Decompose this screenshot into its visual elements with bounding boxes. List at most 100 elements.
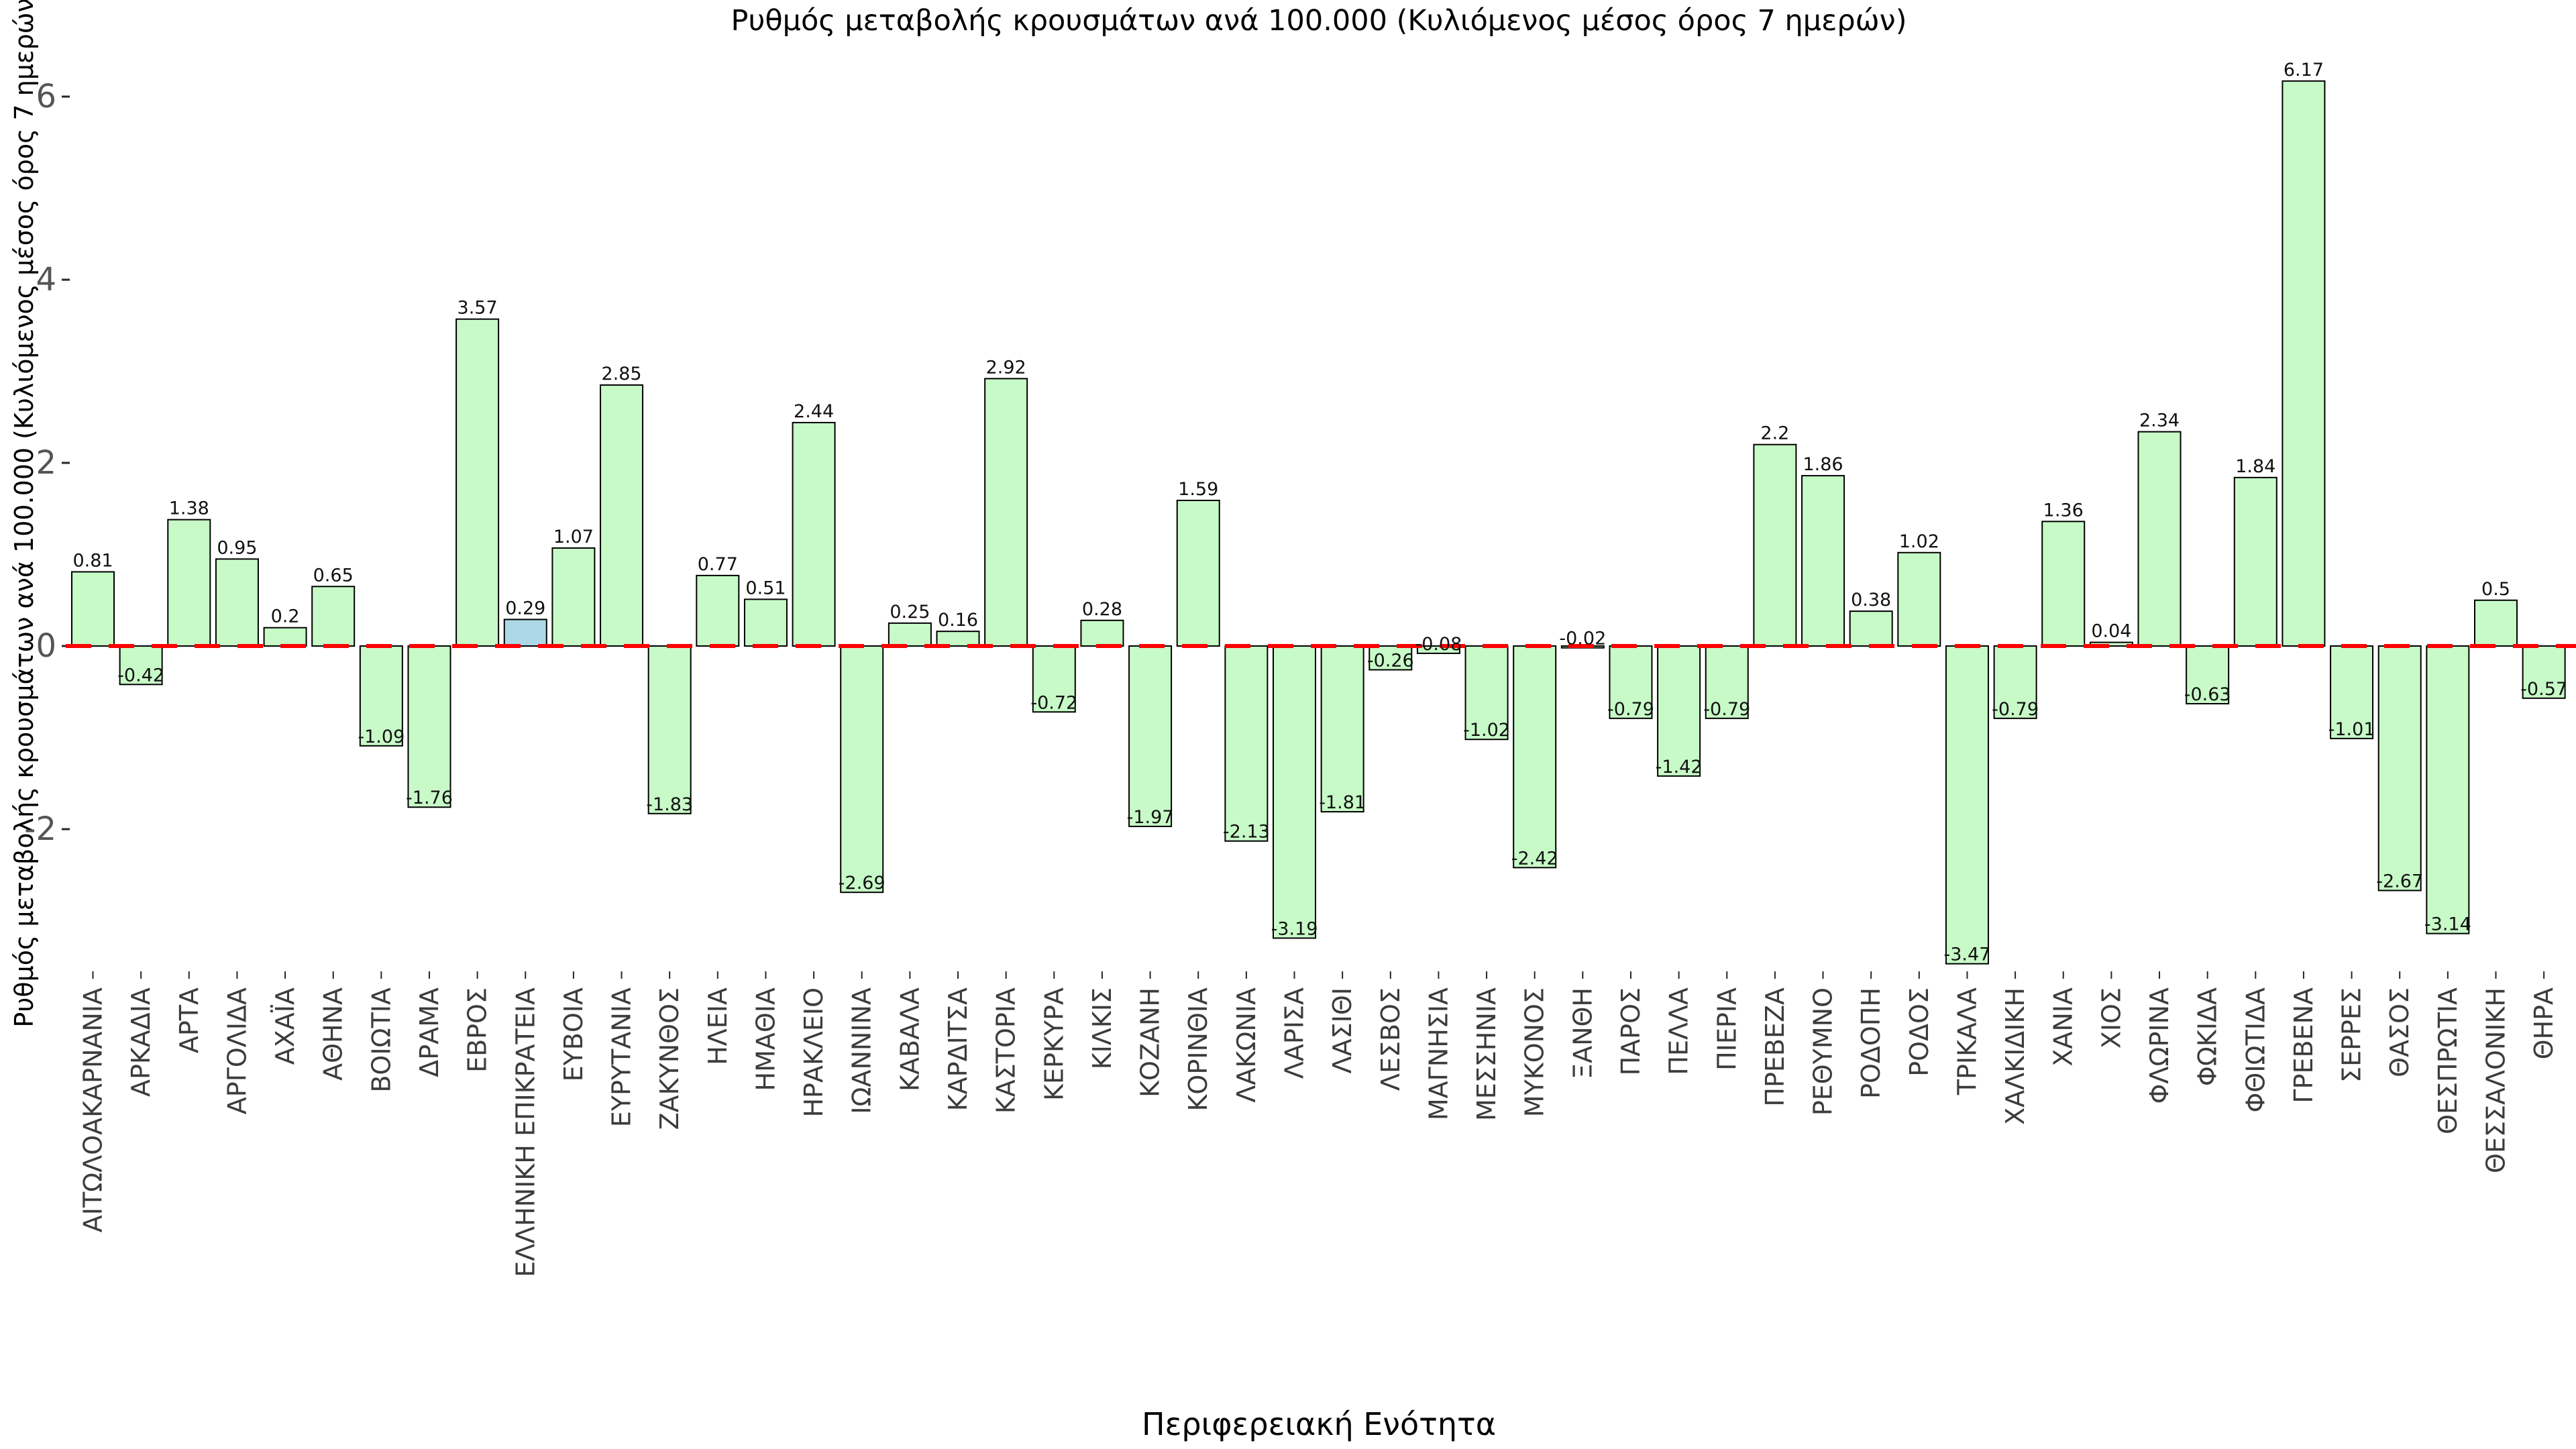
bar-value-label: -1.01 — [2328, 719, 2375, 740]
bar-value-label: -0.79 — [1992, 699, 2039, 720]
category-tick-label: ΘΑΣΟΣ — [2385, 987, 2414, 1077]
category-tick-label: ΕΥΒΟΙΑ — [559, 987, 588, 1081]
category-tick-label: ΒΟΙΩΤΙΑ — [366, 987, 396, 1093]
category-tick-label: ΧΙΟΣ — [2096, 987, 2126, 1049]
category-tick-label: ΚΑΡΔΙΤΣΑ — [943, 987, 973, 1111]
category-tick-label: ΔΡΑΜΑ — [415, 987, 444, 1077]
bar — [1945, 645, 1989, 965]
bar-value-label: 1.02 — [1899, 531, 1939, 552]
bar-value-label: -3.47 — [1944, 945, 1991, 965]
chart-title: Ρυθμός μεταβολής κρουσμάτων ανά 100.000 … — [731, 4, 1907, 38]
bar-value-label: -0.42 — [117, 665, 164, 686]
category-tick-label: ΧΑΝΙΑ — [2049, 987, 2078, 1067]
category-tick-label: ΗΡΑΚΛΕΙΟ — [799, 987, 828, 1118]
bar — [1320, 645, 1364, 813]
bar — [2474, 599, 2518, 647]
bar-value-label: -0.72 — [1030, 692, 1077, 713]
bar-value-label: 0.29 — [505, 598, 545, 619]
category-tick-label: ΠΡΕΒΕΖΑ — [1760, 987, 1790, 1107]
category-tick-label: ΑΧΑΪΑ — [270, 987, 300, 1065]
category-tick-label: ΠΕΛΛΑ — [1664, 987, 1694, 1075]
category-tick-label: ΠΑΡΟΣ — [1616, 987, 1646, 1075]
y-tick-label: 2 — [36, 444, 56, 482]
bar-value-label: 0.5 — [2481, 579, 2510, 600]
bar — [2137, 431, 2182, 647]
bar-value-label: 2.44 — [794, 401, 834, 422]
bar — [1128, 645, 1173, 827]
category-tick-label: ΚΙΛΚΙΣ — [1087, 987, 1117, 1069]
bar-value-label: -1.42 — [1656, 757, 1703, 777]
category-tick-label: ΑΡΤΑ — [174, 987, 204, 1053]
category-tick-label: ΘΕΣΣΑΛΟΝΙΚΗ — [2481, 987, 2511, 1173]
bar-value-label: -0.63 — [2184, 684, 2231, 705]
bar-value-label: -3.14 — [2424, 914, 2471, 935]
bar-value-label: 0.81 — [72, 550, 113, 571]
bar — [2041, 521, 2086, 647]
category-tick-label: ΕΛΛΗΝΙΚΗ ΕΠΙΚΡΑΤΕΙΑ — [511, 987, 540, 1277]
bar-value-label: -1.97 — [1127, 807, 1174, 828]
bar-value-label: -0.57 — [2520, 679, 2567, 700]
bar-value-label: -2.67 — [2376, 871, 2423, 892]
category-tick-label: ΤΡΙΚΑΛΑ — [1952, 987, 1982, 1095]
category-tick-label: ΡΕΘΥΜΝΟ — [1809, 987, 1838, 1116]
category-tick-label: ΚΕΡΚΥΡΑ — [1039, 987, 1069, 1101]
bar-value-label: -0.26 — [1367, 650, 1414, 671]
category-tick-label: ΦΩΚΙΔΑ — [2193, 987, 2222, 1086]
bar — [1705, 645, 1749, 719]
bar-value-label: -0.79 — [1703, 699, 1750, 720]
bar — [2522, 645, 2566, 699]
bar — [359, 645, 403, 747]
category-tick-label: ΛΑΚΩΝΙΑ — [1232, 987, 1261, 1103]
category-tick-label: ΚΑΣΤΟΡΙΑ — [991, 987, 1021, 1114]
category-tick-label: ΚΟΖΑΝΗ — [1136, 987, 1165, 1097]
bar-value-label: 0.28 — [1082, 599, 1122, 620]
bar-value-label: 0.2 — [271, 606, 300, 627]
bar — [1801, 475, 1845, 647]
bar — [551, 547, 596, 647]
bar — [1032, 645, 1076, 713]
bar — [1897, 551, 1941, 647]
bar-value-label: 0.25 — [890, 602, 930, 623]
category-tick-label: ΗΜΑΘΙΑ — [751, 987, 780, 1091]
bar-value-label: 1.36 — [2043, 500, 2084, 521]
y-tick-label: 6 — [36, 78, 56, 115]
bar — [647, 645, 692, 814]
bar — [792, 421, 836, 647]
bar — [1368, 645, 1413, 671]
category-tick-label: ΙΩΑΝΝΙΝΑ — [847, 987, 877, 1114]
category-tick-label: ΦΛΩΡΙΝΑ — [2145, 987, 2174, 1104]
category-tick-label: ΕΥΡΥΤΑΝΙΑ — [607, 987, 637, 1127]
bar — [743, 598, 788, 647]
bar — [2377, 645, 2422, 892]
bar-value-label: -1.09 — [358, 727, 405, 747]
category-tick-label: ΡΟΔΟΣ — [1904, 987, 1934, 1077]
bar — [1176, 499, 1220, 647]
bar — [1753, 443, 1797, 647]
bar-value-label: 1.59 — [1178, 479, 1218, 500]
x-axis-label: Περιφερειακή Ενότητα — [1141, 1406, 1497, 1442]
bar-value-label: 0.65 — [313, 565, 354, 586]
bar — [2233, 476, 2277, 647]
bar — [1080, 619, 1124, 647]
bar — [1849, 610, 1893, 647]
category-tick-label: ΑΡΚΑΔΙΑ — [126, 987, 156, 1097]
category-tick-label: ΠΙΕΡΙΑ — [1712, 987, 1741, 1071]
bar-value-label: 2.85 — [601, 364, 641, 384]
bar — [2426, 645, 2470, 934]
bar-value-label: -1.76 — [406, 788, 453, 808]
category-tick-label: ΜΕΣΣΗΝΙΑ — [1472, 987, 1501, 1121]
bar-value-label: -1.02 — [1463, 720, 1510, 741]
bar — [600, 384, 644, 647]
bar — [455, 318, 500, 647]
bar-value-label: -2.69 — [839, 873, 885, 894]
y-tick-label: 4 — [36, 261, 56, 299]
category-tick-label: ΛΑΡΙΣΑ — [1280, 987, 1309, 1079]
bar-value-label: 1.86 — [1803, 454, 1843, 475]
bar-value-label: 0.51 — [745, 578, 786, 598]
bar — [2186, 645, 2230, 704]
category-tick-label: ΜΑΓΝΗΣΙΑ — [1424, 987, 1453, 1120]
category-tick-label: ΘΕΣΠΡΩΤΙΑ — [2433, 987, 2463, 1134]
category-tick-label: ΛΑΣΙΘΙ — [1328, 987, 1357, 1073]
bar-value-label: -0.08 — [1415, 634, 1462, 655]
